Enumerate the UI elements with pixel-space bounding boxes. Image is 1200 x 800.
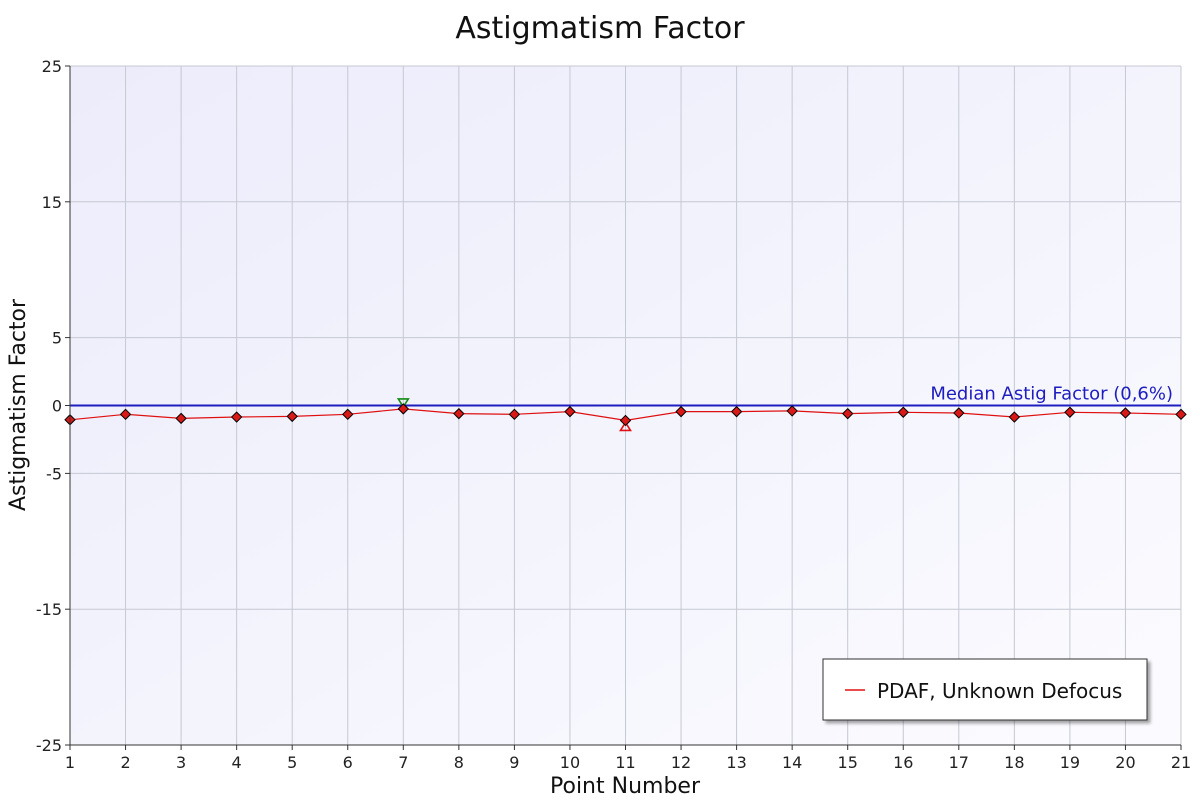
legend bbox=[822, 658, 1148, 721]
data-point bbox=[1064, 406, 1076, 418]
data-point bbox=[342, 408, 354, 421]
x-tick-label: 4 bbox=[232, 753, 242, 772]
legend-entry-label: PDAF, Unknown Defocus bbox=[877, 679, 1122, 703]
x-tick-label: 7 bbox=[398, 753, 408, 772]
data-point bbox=[841, 407, 854, 420]
chart-title: Astigmatism Factor bbox=[455, 11, 745, 46]
x-axis-title: Point Number bbox=[550, 774, 701, 799]
max-marker bbox=[396, 398, 410, 409]
x-tick-label: 5 bbox=[287, 753, 297, 772]
data-point bbox=[730, 405, 743, 418]
data-point bbox=[619, 414, 632, 427]
data-point bbox=[453, 407, 465, 420]
y-tick-label: -5 bbox=[46, 464, 62, 483]
x-tick-label: 8 bbox=[454, 753, 464, 772]
y-tick-label: 5 bbox=[52, 329, 62, 348]
y-tick-label: 15 bbox=[42, 193, 62, 212]
data-point bbox=[175, 412, 187, 425]
x-tick-label: 10 bbox=[560, 753, 580, 772]
data-point bbox=[953, 407, 965, 419]
y-tick-label: -15 bbox=[36, 600, 62, 619]
x-tick-label: 2 bbox=[120, 753, 130, 772]
x-tick-label: 12 bbox=[671, 753, 691, 772]
data-point bbox=[119, 408, 132, 421]
data-point bbox=[1175, 408, 1187, 421]
x-tick-label: 6 bbox=[343, 753, 353, 772]
x-tick-label: 18 bbox=[1004, 753, 1024, 772]
median-reference-group: Median Astig Factor (0,6%) bbox=[70, 384, 1181, 407]
y-tick-label: 0 bbox=[52, 397, 62, 416]
data-point bbox=[230, 411, 243, 423]
data-point bbox=[286, 410, 298, 423]
data-point bbox=[397, 403, 410, 415]
legend-box bbox=[822, 658, 1148, 721]
x-tick-label: 20 bbox=[1115, 753, 1135, 772]
x-tick-label: 15 bbox=[838, 753, 858, 772]
x-tick-label: 21 bbox=[1171, 753, 1191, 772]
x-tick-label: 11 bbox=[615, 753, 635, 772]
x-tick-label: 3 bbox=[176, 753, 186, 772]
data-point bbox=[1119, 407, 1132, 419]
data-point bbox=[786, 405, 798, 417]
median-reference-label: Median Astig Factor (0,6%) bbox=[930, 384, 1173, 405]
data-point bbox=[675, 405, 687, 418]
y-axis-title: Astigmatism Factor bbox=[6, 298, 31, 511]
x-tick-label: 17 bbox=[949, 753, 969, 772]
y-tick-label: -25 bbox=[36, 736, 62, 755]
x-tick-label: 1 bbox=[65, 753, 75, 772]
data-point bbox=[564, 405, 576, 418]
data-point bbox=[897, 406, 909, 418]
x-tick-label: 19 bbox=[1060, 753, 1080, 772]
y-tick-label: 25 bbox=[42, 57, 62, 76]
x-tick-label: 9 bbox=[509, 753, 519, 772]
min-marker bbox=[619, 420, 632, 432]
x-tick-label: 14 bbox=[782, 753, 802, 772]
data-point bbox=[1008, 411, 1021, 423]
x-tick-label: 16 bbox=[893, 753, 913, 772]
data-point bbox=[508, 408, 521, 421]
x-tick-label: 13 bbox=[726, 753, 746, 772]
axes: 1 2 3 4 5 6 7 8 9 10 11 12 13 14 15 16 17 18 19 20 21251550-… bbox=[36, 57, 1191, 772]
